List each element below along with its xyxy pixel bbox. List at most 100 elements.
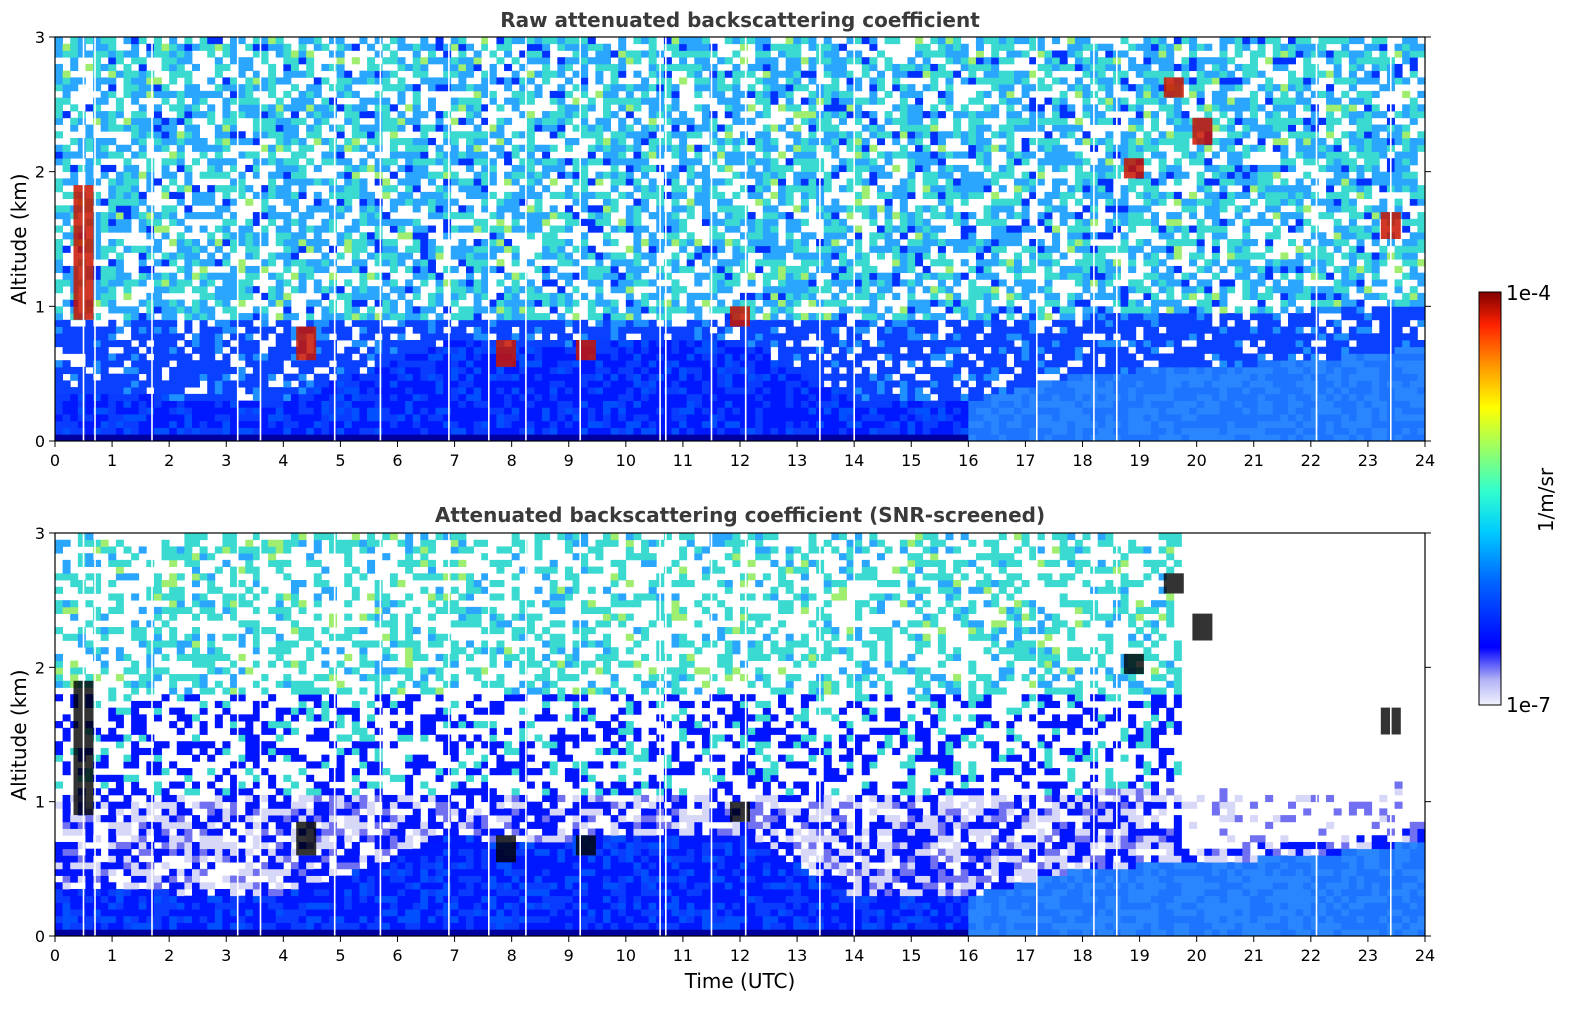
heatmap-cell [344, 239, 353, 247]
heatmap-cell [732, 63, 741, 72]
heatmap-cell [724, 205, 733, 213]
heatmap-cell [93, 393, 102, 401]
heatmap-cell [793, 407, 802, 415]
heatmap-cell [275, 279, 284, 287]
heatmap-cell [275, 117, 284, 125]
heatmap-cell [671, 198, 680, 206]
heatmap-cell [397, 387, 406, 395]
heatmap-cell [717, 414, 726, 422]
heatmap-cell [405, 252, 414, 260]
heatmap-cell [899, 232, 908, 240]
heatmap-cell [252, 353, 261, 361]
heatmap-cell [488, 427, 497, 435]
heatmap-cell [770, 158, 779, 166]
heatmap-cell [526, 171, 535, 179]
heatmap-cell [290, 360, 299, 368]
heatmap-cell [359, 434, 368, 442]
heatmap-cell [511, 171, 520, 179]
heatmap-cell [169, 333, 178, 341]
heatmap-cell [907, 340, 916, 348]
heatmap-cell [892, 117, 901, 125]
heatmap-cell [663, 178, 672, 186]
heatmap-cell [793, 205, 802, 213]
heatmap-cell [694, 185, 703, 193]
heatmap-cell [260, 43, 269, 51]
heatmap-cell [618, 366, 627, 375]
heatmap-cell [511, 245, 520, 253]
heatmap-cell [861, 164, 870, 173]
heatmap-cell [252, 171, 261, 179]
heatmap-cell [496, 279, 505, 287]
heatmap-cell [557, 387, 566, 395]
heatmap-cell [778, 178, 787, 186]
heatmap-cell [329, 218, 338, 226]
heatmap-cell [458, 239, 467, 247]
heatmap-cell [100, 380, 109, 388]
heatmap-cell [694, 360, 703, 368]
heatmap-cell [686, 205, 695, 213]
heatmap-cell [192, 212, 201, 220]
heatmap-cell [496, 319, 505, 327]
heatmap-cell [397, 43, 406, 51]
heatmap-cell [861, 306, 870, 314]
heatmap-cell [785, 333, 794, 341]
heatmap-cell [55, 279, 64, 287]
heatmap-cell [686, 164, 695, 173]
heatmap-cell [724, 265, 733, 274]
heatmap-cell [549, 212, 558, 220]
heatmap-cell [823, 427, 832, 435]
heatmap-cell [519, 225, 528, 233]
heatmap-cell [146, 366, 155, 375]
heatmap-cell [800, 151, 809, 159]
heatmap-cell [222, 158, 231, 166]
heatmap-cell [564, 414, 573, 422]
heatmap-cell [131, 77, 140, 85]
heatmap-cell [580, 252, 589, 260]
heatmap-cell [694, 57, 703, 65]
heatmap-cell [389, 151, 398, 159]
heatmap-cell [207, 158, 216, 166]
heatmap-cell [694, 70, 703, 78]
heatmap-cell [603, 212, 612, 220]
heatmap-cell [230, 272, 239, 280]
heatmap-cell [686, 117, 695, 125]
heatmap-cell [458, 346, 467, 354]
heatmap-cell [732, 259, 741, 267]
heatmap-cell [785, 272, 794, 280]
heatmap-cell [313, 225, 322, 233]
heatmap-cell [344, 373, 353, 381]
heatmap-cell [123, 245, 132, 253]
heatmap-cell [374, 205, 383, 213]
heatmap-cell [336, 366, 345, 375]
heatmap-cell [671, 84, 680, 92]
heatmap-cell [663, 111, 672, 119]
heatmap-cell [93, 279, 102, 287]
heatmap-cell [823, 111, 832, 119]
heatmap-cell [192, 131, 201, 139]
heatmap-cell [595, 326, 604, 334]
heatmap-cell [625, 286, 634, 294]
heatmap-cell [633, 353, 642, 361]
heatmap-cell [93, 50, 102, 58]
heatmap-cell [595, 373, 604, 381]
heatmap-cell [389, 57, 398, 65]
heatmap-cell [831, 124, 840, 132]
heatmap-cell [686, 387, 695, 395]
heatmap-cell [519, 171, 528, 179]
heatmap-cell [359, 313, 368, 321]
heatmap-cell [123, 37, 132, 45]
heatmap-cell [724, 84, 733, 92]
heatmap-cell [861, 407, 870, 415]
heatmap-cell [641, 366, 650, 375]
heatmap-cell [679, 117, 688, 125]
heatmap-cell [907, 393, 916, 401]
heatmap-cell [762, 50, 771, 58]
heatmap-cell [115, 393, 124, 401]
heatmap-cell [458, 319, 467, 327]
heatmap-cell [237, 57, 246, 65]
heatmap-cell [854, 333, 863, 341]
heatmap-cell [290, 353, 299, 361]
heatmap-cell [146, 272, 155, 280]
heatmap-cell [511, 77, 520, 85]
heatmap-cell [488, 434, 497, 442]
